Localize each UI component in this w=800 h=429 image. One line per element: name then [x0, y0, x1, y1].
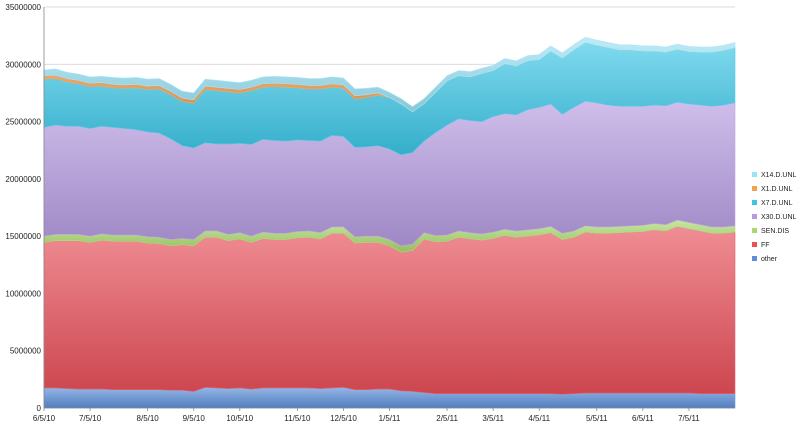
legend-swatch-ff	[752, 242, 757, 247]
legend-swatch-sen-dis	[752, 228, 757, 233]
y-tick-label: 30000000	[5, 60, 41, 69]
legend-label: FF	[761, 242, 770, 249]
y-tick-label: 25000000	[5, 118, 41, 127]
x-tick-label: 5/5/11	[586, 414, 608, 423]
legend-label: other	[761, 256, 778, 263]
legend: X14.D.UNL X1.D.UNL X7.D.UNL X30.D.UNL SEN.DI…	[752, 172, 797, 263]
y-tick-label: 10000000	[5, 289, 41, 298]
legend-label: SEN.DIS	[761, 228, 789, 235]
area-ff	[43, 226, 736, 395]
y-tick-label: 0	[37, 404, 42, 413]
x-tick-label: 10/5/10	[226, 414, 253, 423]
x-tick-label: 1/5/11	[379, 414, 401, 423]
legend-swatch-x1-d-unl	[752, 186, 757, 191]
y-tick-label: 20000000	[5, 175, 41, 184]
legend-label: X30.D.UNL	[761, 214, 797, 221]
x-tick-label: 3/5/11	[482, 414, 504, 423]
y-tick-label: 15000000	[5, 232, 41, 241]
x-tick-label: 7/5/10	[79, 414, 102, 423]
legend-label: X14.D.UNL	[761, 172, 797, 179]
x-tick-label: 11/5/10	[284, 414, 311, 423]
x-tick-label: 2/5/11	[436, 414, 458, 423]
legend-swatch-x14-d-unl	[752, 172, 757, 177]
axes: 0 5000000 10000000 15000000 20000000 25000000…	[5, 3, 735, 423]
legend-swatch-other	[752, 256, 757, 261]
x-tick-label: 8/5/10	[137, 414, 160, 423]
area-x14-d-unl	[43, 37, 736, 113]
legend-label: X7.D.UNL	[761, 200, 793, 207]
series-areas	[43, 37, 736, 409]
legend-label: X1.D.UNL	[761, 186, 793, 193]
legend-swatch-x30-d-unl	[752, 214, 757, 219]
y-tick-label: 35000000	[5, 3, 41, 12]
x-tick-label: 4/5/11	[528, 414, 550, 423]
x-tick-label: 9/5/10	[183, 414, 206, 423]
x-tick-label: 6/5/10	[33, 414, 56, 423]
legend-swatch-x7-d-unl	[752, 200, 757, 205]
x-tick-label: 12/5/10	[330, 414, 357, 423]
x-tick-label: 6/5/11	[632, 414, 654, 423]
x-tick-label: 7/5/11	[678, 414, 700, 423]
y-tick-label: 5000000	[10, 347, 42, 356]
